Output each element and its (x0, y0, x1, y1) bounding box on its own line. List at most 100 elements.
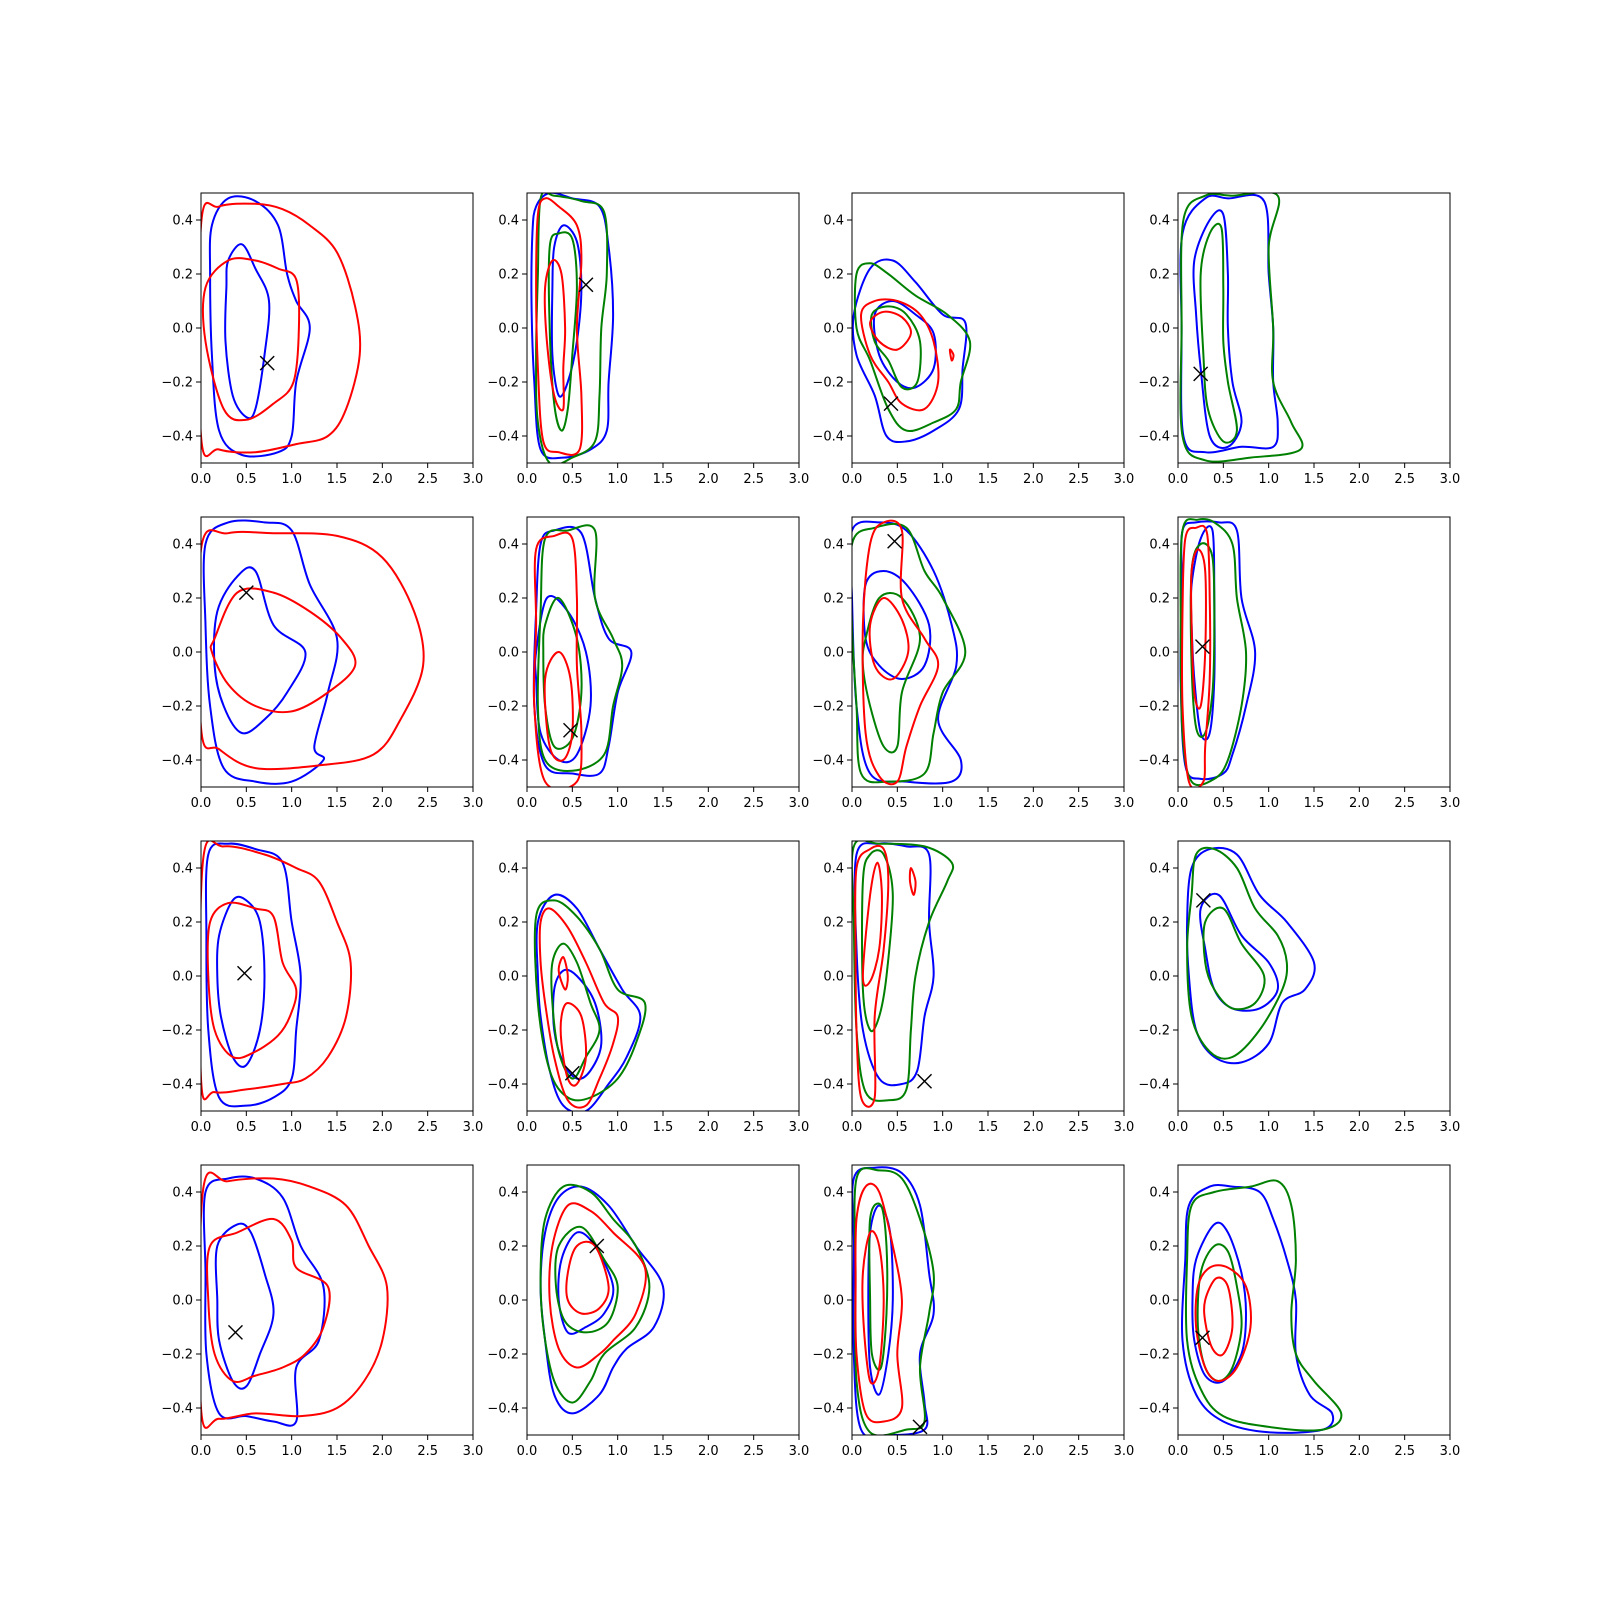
contour-red-4 (854, 844, 890, 1108)
contour-red-5 (861, 861, 883, 987)
contour-red-4 (201, 257, 301, 422)
x-tick-label: 3.0 (1440, 472, 1461, 487)
y-tick-label: 0.4 (1149, 214, 1170, 229)
x-tick-label: 0.0 (517, 796, 538, 811)
x-tick-label: 0.5 (236, 1444, 257, 1459)
contour-blue-2 (1192, 209, 1243, 449)
y-tick-label: −0.2 (812, 1348, 844, 1363)
x-tick-label: 1.5 (1304, 1120, 1325, 1135)
panel-r2-c3: 0.0 0.5 1.0 1.5 2.0 2.5 3.0 −0.4 −0.2 0.0 0.2 0.4 (812, 516, 1135, 811)
panel-r4-c1: 0.0 0.5 1.0 1.5 2.0 2.5 3.0 −0.4 −0.2 0.0 0.2 0.4 (161, 1164, 483, 1459)
contour-group (1180, 1179, 1343, 1434)
contour-group (1185, 846, 1316, 1065)
y-tick-label: −0.2 (161, 1348, 193, 1363)
x-tick-label: 2.5 (1394, 1444, 1415, 1459)
contour-group (852, 258, 972, 444)
x-tick-label: 2.0 (698, 796, 719, 811)
contour-green-4 (868, 1202, 889, 1371)
contour-group (1179, 517, 1257, 787)
x-tick-label: 2.5 (417, 796, 438, 811)
x-tick-label: 1.0 (1258, 472, 1279, 487)
x-tick-label: 2.5 (743, 796, 764, 811)
x-tick-label: 1.0 (932, 472, 953, 487)
contour-red-7 (948, 348, 955, 362)
x-tick-label: 3.0 (1114, 796, 1135, 811)
y-tick-label: −0.2 (161, 1024, 193, 1039)
contour-blue-1 (202, 519, 339, 785)
contour-green-4 (550, 942, 601, 1080)
contour-green-3 (533, 899, 647, 1102)
y-tick-label: 0.2 (498, 1240, 519, 1255)
contour-blue-1 (1185, 846, 1316, 1065)
y-tick-label: 0.2 (1149, 592, 1170, 607)
panel-r1-c4: 0.0 0.5 1.0 1.5 2.0 2.5 3.0 −0.4 −0.2 0.0 0.2 0.4 (1138, 192, 1460, 487)
x-tick-label: 2.0 (1023, 472, 1044, 487)
x-tick-label: 0.0 (191, 472, 212, 487)
x-tick-label: 1.0 (1258, 1444, 1279, 1459)
contour-red-6 (1189, 548, 1207, 710)
contour-green-4 (1189, 542, 1216, 738)
y-tick-label: 0.4 (823, 862, 844, 877)
y-tick-label: 0.0 (823, 1294, 844, 1309)
y-tick-label: −0.4 (812, 430, 844, 445)
contour-red-3 (201, 201, 362, 458)
y-tick-label: −0.4 (1138, 754, 1170, 769)
x-tick-label: 0.0 (1168, 796, 1189, 811)
contour-red-4 (206, 1217, 331, 1383)
contour-red-5 (538, 907, 620, 1109)
x-marker (1193, 366, 1209, 382)
y-tick-label: −0.2 (1138, 1024, 1170, 1039)
x-tick-label: 3.0 (1440, 1444, 1461, 1459)
contour-blue-2 (216, 895, 266, 1068)
axes-frame (200, 1164, 474, 1436)
x-tick-label: 0.5 (1213, 472, 1234, 487)
x-tick-label: 0.0 (517, 1120, 538, 1135)
axes-frame (526, 516, 800, 788)
y-tick-label: 0.0 (1149, 322, 1170, 337)
panel-r1-c1: 0.0 0.5 1.0 1.5 2.0 2.5 3.0 −0.4 −0.2 0.0 0.2 0.4 (161, 192, 483, 487)
y-tick-label: −0.4 (812, 754, 844, 769)
axes-frame (1177, 516, 1451, 788)
y-tick-label: 0.2 (823, 1240, 844, 1255)
x-tick-label: 1.0 (607, 1444, 628, 1459)
x-marker (227, 1324, 243, 1340)
x-tick-label: 3.0 (1440, 796, 1461, 811)
x-tick-label: 0.5 (1213, 1444, 1234, 1459)
contour-green-4 (1199, 222, 1238, 444)
contour-group (530, 193, 615, 463)
y-tick-label: 0.2 (498, 268, 519, 283)
contour-group (852, 519, 967, 786)
x-tick-label: 3.0 (789, 1120, 810, 1135)
contour-blue-1 (1179, 193, 1279, 454)
x-tick-label: 3.0 (789, 1444, 810, 1459)
contour-red-5 (854, 1182, 904, 1424)
x-tick-label: 0.0 (517, 472, 538, 487)
x-tick-label: 0.0 (1168, 1120, 1189, 1135)
x-tick-label: 1.0 (607, 472, 628, 487)
x-tick-label: 1.5 (653, 1444, 674, 1459)
contour-blue-2 (214, 1222, 275, 1390)
y-tick-label: 0.0 (1149, 646, 1170, 661)
panel-r1-c3: 0.0 0.5 1.0 1.5 2.0 2.5 3.0 −0.4 −0.2 0.0 0.2 0.4 (812, 192, 1134, 487)
y-tick-label: −0.2 (1138, 376, 1170, 391)
x-tick-label: 0.0 (842, 1444, 863, 1459)
y-tick-label: 0.2 (172, 1240, 193, 1255)
y-tick-label: 0.4 (172, 862, 193, 877)
contour-green-4 (542, 596, 583, 750)
x-marker (564, 1065, 580, 1081)
contour-blue-2 (1199, 892, 1279, 1012)
x-tick-label: 1.0 (281, 796, 302, 811)
contour-blue-1 (852, 258, 968, 444)
contour-green-3 (852, 522, 967, 784)
contour-red-3 (201, 529, 425, 771)
x-tick-label: 2.0 (698, 1444, 719, 1459)
y-tick-label: 0.2 (498, 592, 519, 607)
contour-group (201, 1171, 389, 1429)
x-tick-label: 2.5 (743, 472, 764, 487)
x-tick-label: 3.0 (463, 1120, 484, 1135)
y-tick-label: 0.4 (498, 862, 519, 877)
y-tick-label: 0.2 (498, 916, 519, 931)
x-marker (1195, 892, 1211, 908)
x-marker (259, 355, 275, 371)
